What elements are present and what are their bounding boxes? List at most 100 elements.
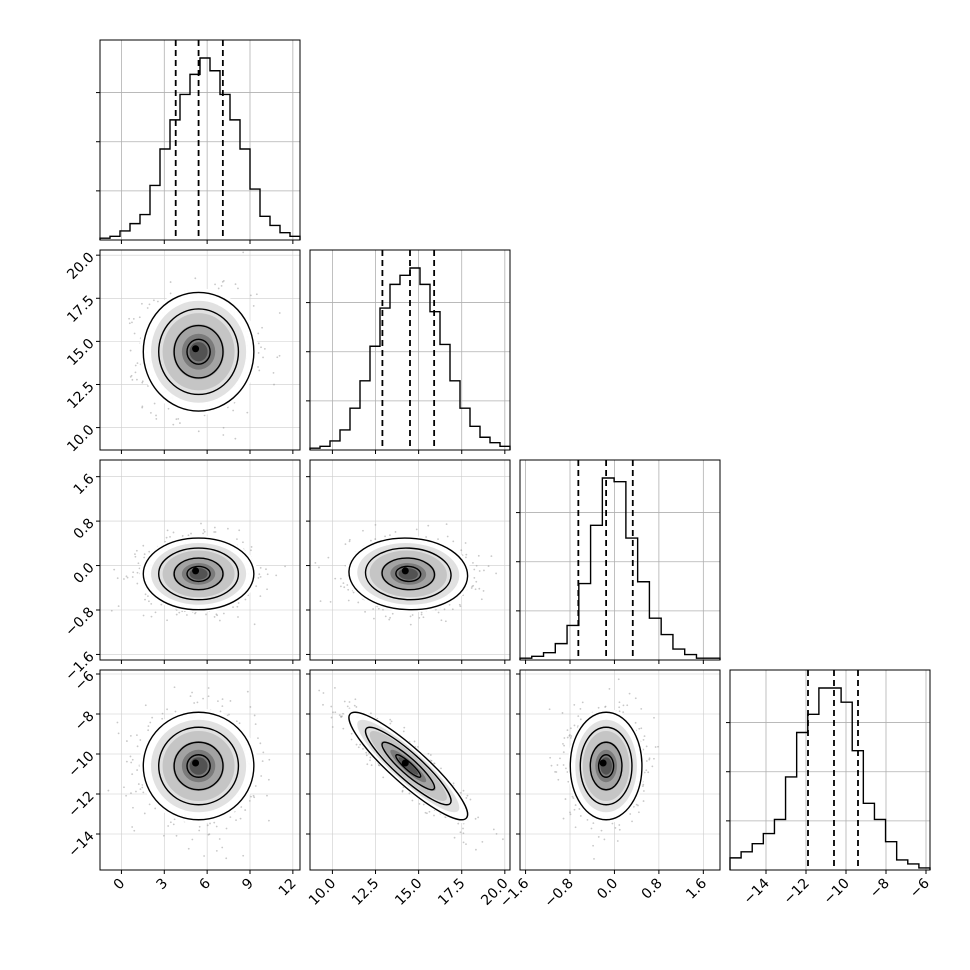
scatter-point	[366, 763, 369, 766]
scatter-point	[194, 277, 197, 280]
scatter-point	[348, 538, 351, 541]
scatter-point	[409, 623, 412, 626]
scatter-point	[161, 717, 164, 720]
scatter-point	[462, 827, 464, 830]
scatter-point	[253, 796, 256, 799]
scatter-point	[260, 346, 262, 349]
scatter-point	[483, 569, 485, 572]
scatter-point	[125, 760, 128, 763]
scatter-point	[144, 593, 147, 596]
contour-line	[364, 726, 452, 806]
scatter-point	[110, 609, 113, 612]
scatter-point	[408, 792, 411, 795]
scatter-point	[473, 568, 476, 571]
scatter-point	[178, 611, 181, 614]
contour-line	[186, 565, 211, 583]
scatter-point	[388, 618, 391, 621]
scatter-point	[213, 821, 216, 824]
scatter-point	[185, 614, 188, 616]
scatter-point	[190, 532, 192, 535]
density-panel-content	[310, 670, 510, 870]
contour-line	[158, 547, 240, 601]
scatter-point	[227, 527, 229, 530]
scatter-point	[278, 312, 281, 314]
scatter-point	[603, 838, 606, 841]
scatter-point	[165, 536, 168, 539]
scatter-point	[207, 695, 210, 698]
scatter-point	[642, 783, 645, 786]
scatter-point	[318, 566, 320, 569]
scatter-point	[257, 366, 259, 368]
scatter-point	[215, 849, 218, 852]
scatter-point	[173, 686, 176, 689]
density-panel-0-1	[99, 249, 301, 451]
scatter-point	[205, 613, 207, 616]
scatter-point	[209, 822, 211, 825]
scatter-point	[129, 734, 132, 737]
scatter-point	[411, 799, 414, 802]
contour-line	[173, 324, 224, 379]
scatter-point	[123, 786, 125, 789]
scatter-point	[487, 565, 490, 567]
scatter-point	[350, 738, 353, 741]
scatter-point	[134, 555, 137, 558]
scatter-point	[597, 706, 600, 709]
scatter-point	[196, 701, 199, 704]
scatter-point	[136, 378, 138, 381]
scatter-point	[148, 303, 151, 306]
scatter-point	[253, 623, 256, 626]
scatter-point	[229, 700, 232, 702]
scatter-point	[173, 818, 176, 821]
scatter-point	[429, 754, 432, 756]
scatter-point	[474, 817, 477, 820]
scatter-point	[569, 813, 572, 816]
density-fill	[189, 342, 208, 362]
scatter-point	[155, 418, 158, 420]
scatter-point	[276, 356, 279, 359]
scatter-point	[237, 616, 239, 618]
scatter-point	[137, 562, 140, 565]
scatter-point	[427, 752, 430, 755]
density-panel-content	[100, 460, 300, 660]
scatter-point	[202, 532, 205, 535]
scatter-point	[246, 690, 249, 693]
scatter-point	[465, 553, 468, 556]
scatter-point	[262, 356, 264, 359]
scatter-point	[147, 385, 149, 387]
scatter-point	[151, 716, 154, 719]
scatter-point	[475, 564, 478, 567]
scatter-point	[344, 543, 347, 546]
scatter-point	[266, 794, 268, 797]
scatter-point	[208, 833, 211, 836]
scatter-point	[197, 430, 200, 433]
histogram-step	[99, 57, 301, 240]
scatter-point	[175, 418, 178, 421]
scatter-point	[198, 829, 201, 832]
scatter-point	[150, 615, 153, 618]
scatter-point	[234, 437, 237, 440]
scatter-point	[167, 825, 170, 827]
panel-frame	[519, 459, 721, 661]
scatter-point	[222, 612, 225, 615]
scatter-point	[261, 326, 263, 329]
scatter-point	[377, 607, 380, 610]
scatter-point	[242, 854, 245, 857]
contour-line	[158, 726, 240, 806]
scatter-point	[339, 585, 342, 588]
scatter-point	[495, 832, 498, 835]
density-panel-content	[520, 670, 720, 870]
scatter-point	[246, 411, 249, 414]
scatter-point	[452, 782, 455, 785]
scatter-point	[200, 522, 202, 525]
scatter-point	[244, 809, 247, 811]
panel-frame	[99, 669, 301, 871]
scatter-point	[129, 755, 132, 758]
scatter-point	[354, 698, 357, 701]
scatter-point	[191, 838, 194, 841]
scatter-point	[232, 409, 235, 412]
scatter-point	[141, 406, 144, 409]
scatter-point	[229, 816, 232, 819]
scatter-point	[342, 727, 345, 730]
scatter-point	[139, 739, 142, 741]
